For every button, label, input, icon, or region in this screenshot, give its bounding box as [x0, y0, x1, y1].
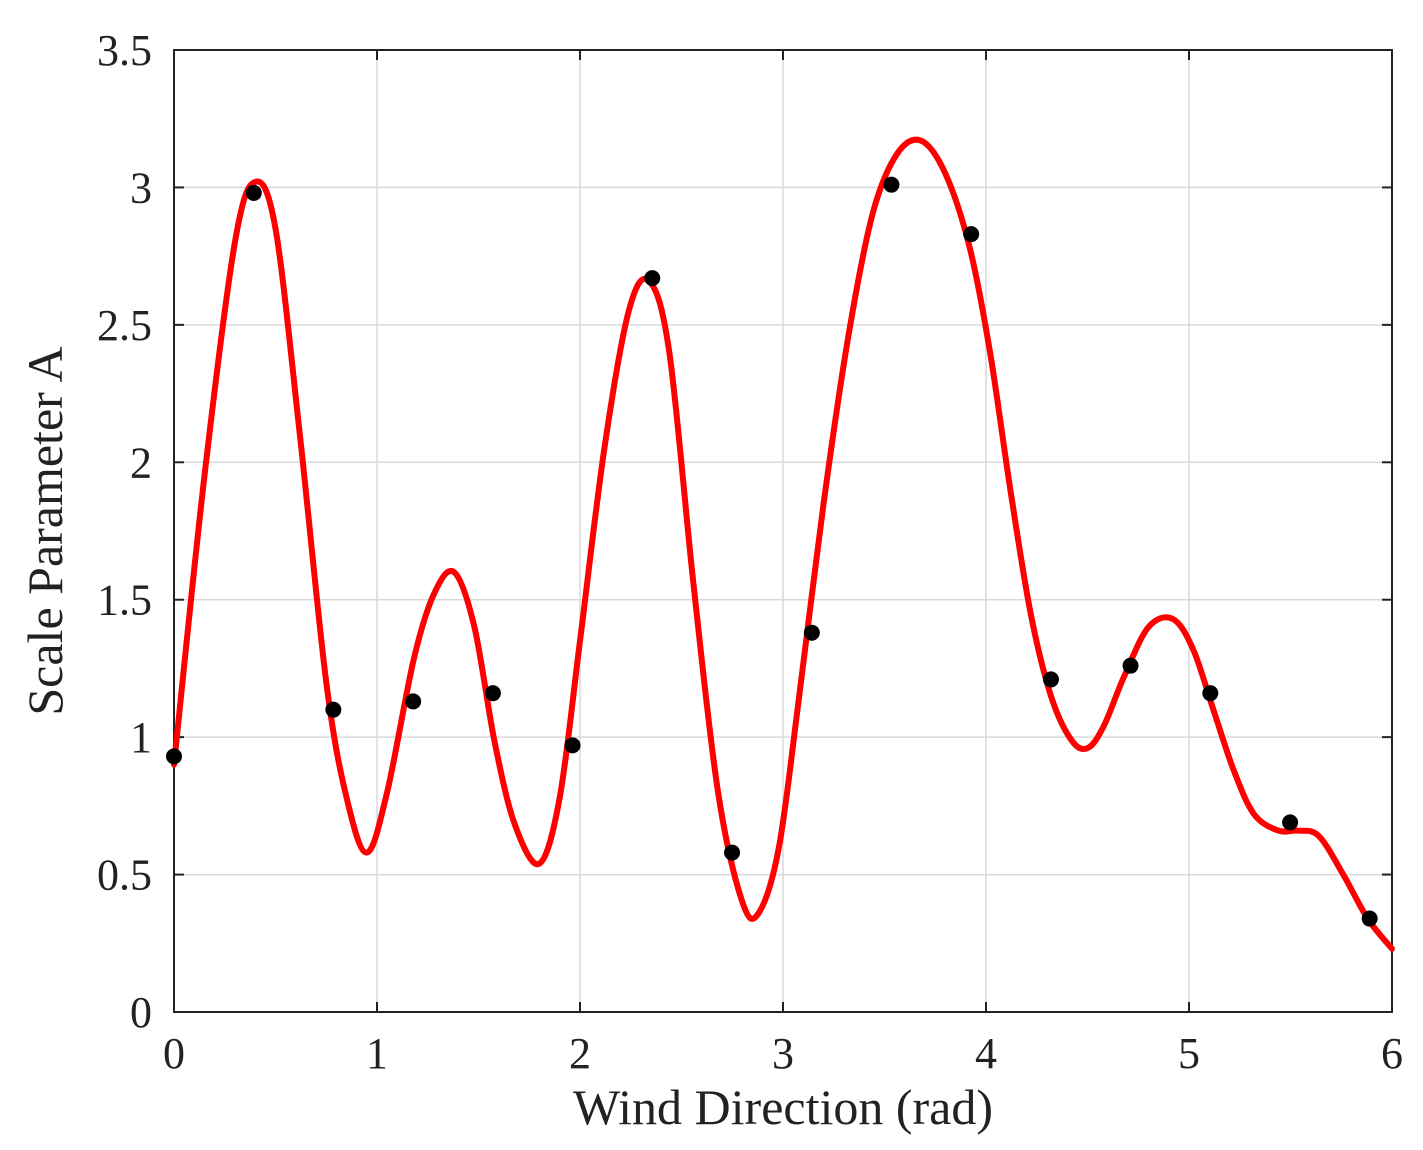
x-tick-labels: 0 1 2 3 4 5 6	[163, 1029, 1403, 1078]
y-tick-label: 0.5	[97, 851, 152, 900]
x-tick-label: 1	[366, 1029, 388, 1078]
grid-layer	[174, 50, 1392, 1012]
y-tick-label: 0	[130, 988, 152, 1037]
y-tick-label: 3	[130, 163, 152, 212]
y-tick-label: 1.5	[97, 576, 152, 625]
data-point	[644, 270, 661, 287]
data-point	[1042, 671, 1059, 688]
y-tick-label: 2.5	[97, 301, 152, 350]
data-point	[883, 176, 900, 193]
data-point	[1122, 657, 1139, 674]
x-tick-label: 6	[1381, 1029, 1403, 1078]
data-point	[484, 685, 501, 702]
data-point	[803, 624, 820, 641]
data-point	[963, 226, 980, 243]
x-tick-label: 5	[1178, 1029, 1200, 1078]
y-axis-title: Scale Parameter A	[17, 346, 73, 715]
y-tick-label: 1	[130, 713, 152, 762]
data-point	[166, 748, 182, 765]
y-tick-label: 3.5	[97, 26, 152, 75]
data-point	[1282, 814, 1299, 831]
data-point	[405, 693, 422, 710]
data-point	[564, 737, 581, 754]
y-tick-label: 2	[130, 438, 152, 487]
data-point	[1361, 910, 1378, 927]
data-point	[325, 701, 342, 718]
x-axis-title: Wind Direction (rad)	[573, 1079, 993, 1135]
data-point	[1202, 685, 1219, 702]
y-tick-labels: 0 0.5 1 1.5 2 2.5 3 3.5	[97, 26, 152, 1037]
data-point	[724, 844, 741, 861]
fit-curve	[171, 136, 1395, 952]
data-point	[245, 184, 262, 201]
x-tick-label: 3	[772, 1029, 794, 1078]
x-tick-label: 0	[163, 1029, 185, 1078]
series-layer	[166, 136, 1395, 952]
x-tick-label: 4	[975, 1029, 997, 1078]
tick-layer	[173, 49, 1393, 1013]
x-tick-label: 2	[569, 1029, 591, 1078]
